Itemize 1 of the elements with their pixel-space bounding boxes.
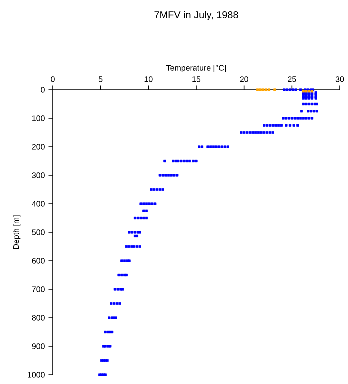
chart-title: 7MFV in July, 1988 [154, 11, 238, 20]
